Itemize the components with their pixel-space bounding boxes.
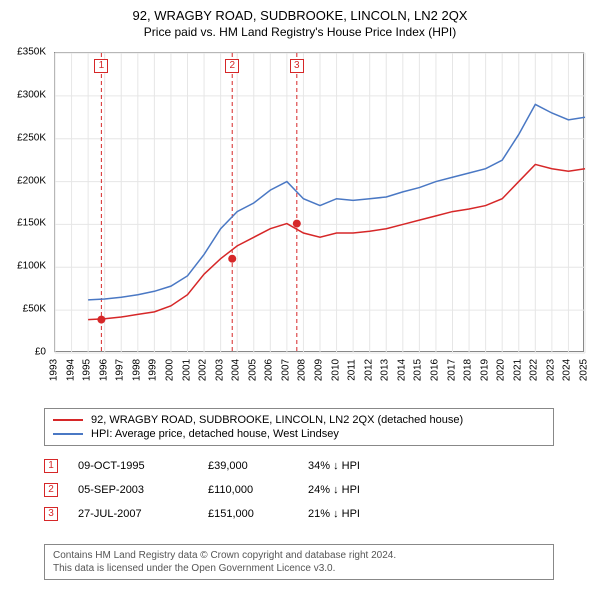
- x-tick-label: 2024: [562, 359, 573, 381]
- y-tick-label: £150K: [17, 218, 46, 229]
- x-tick-label: 2010: [330, 359, 341, 381]
- x-tick-label: 2008: [297, 359, 308, 381]
- x-tick-label: 2005: [247, 359, 258, 381]
- event-marker: 2: [44, 483, 58, 497]
- y-tick-label: £350K: [17, 47, 46, 58]
- chart-subtitle: Price paid vs. HM Land Registry's House …: [0, 25, 600, 39]
- x-tick-label: 2016: [429, 359, 440, 381]
- chart-area: £0£50K£100K£150K£200K£250K£300K£350K 123…: [8, 52, 592, 376]
- x-tick-label: 2011: [347, 359, 358, 381]
- y-tick-label: £50K: [23, 304, 46, 315]
- x-tick-label: 2012: [363, 359, 374, 381]
- x-tick-label: 1998: [131, 359, 142, 381]
- x-tick-label: 2002: [198, 359, 209, 381]
- event-row: 3 27-JUL-2007 £151,000 21% ↓ HPI: [44, 502, 554, 526]
- x-tick-label: 2017: [446, 359, 457, 381]
- legend-item: 92, WRAGBY ROAD, SUDBROOKE, LINCOLN, LN2…: [53, 413, 545, 427]
- plot-area: 1 2 3: [54, 52, 584, 352]
- footer-line-2: This data is licensed under the Open Gov…: [53, 562, 545, 575]
- event-date: 09-OCT-1995: [78, 460, 188, 472]
- legend-item: HPI: Average price, detached house, West…: [53, 427, 545, 441]
- event-marker: 3: [44, 507, 58, 521]
- chart-title-block: 92, WRAGBY ROAD, SUDBROOKE, LINCOLN, LN2…: [0, 0, 600, 43]
- x-tick-label: 1996: [98, 359, 109, 381]
- events-table: 1 09-OCT-1995 £39,000 34% ↓ HPI 2 05-SEP-2003…: [44, 454, 554, 526]
- x-tick-label: 2021: [512, 359, 523, 381]
- y-tick-label: £0: [35, 347, 46, 358]
- x-axis: 1993199419951996199719981999200020012002…: [54, 356, 584, 376]
- x-tick-label: 2006: [264, 359, 275, 381]
- event-row: 2 05-SEP-2003 £110,000 24% ↓ HPI: [44, 478, 554, 502]
- legend-swatch: [53, 419, 83, 421]
- y-tick-label: £100K: [17, 261, 46, 272]
- x-tick-label: 2018: [463, 359, 474, 381]
- x-tick-label: 2025: [579, 359, 590, 381]
- y-tick-label: £250K: [17, 132, 46, 143]
- event-marker-box: 3: [290, 59, 304, 73]
- event-marker-box: 1: [94, 59, 108, 73]
- x-tick-label: 1997: [115, 359, 126, 381]
- x-tick-label: 2000: [164, 359, 175, 381]
- sale-point-marker: [293, 220, 301, 228]
- event-price: £151,000: [208, 508, 288, 520]
- event-delta: 24% ↓ HPI: [308, 484, 408, 496]
- legend-label: HPI: Average price, detached house, West…: [91, 428, 339, 440]
- x-tick-label: 2007: [280, 359, 291, 381]
- x-tick-label: 1993: [49, 359, 60, 381]
- x-tick-label: 2020: [496, 359, 507, 381]
- event-price: £110,000: [208, 484, 288, 496]
- event-date: 27-JUL-2007: [78, 508, 188, 520]
- y-axis: £0£50K£100K£150K£200K£250K£300K£350K: [8, 52, 50, 352]
- x-tick-label: 2003: [214, 359, 225, 381]
- legend: 92, WRAGBY ROAD, SUDBROOKE, LINCOLN, LN2…: [44, 408, 554, 446]
- chart-title: 92, WRAGBY ROAD, SUDBROOKE, LINCOLN, LN2…: [0, 8, 600, 23]
- x-tick-label: 1999: [148, 359, 159, 381]
- y-tick-label: £300K: [17, 89, 46, 100]
- x-tick-label: 1994: [65, 359, 76, 381]
- chart-svg: [55, 53, 583, 351]
- event-marker-box: 2: [225, 59, 239, 73]
- event-delta: 34% ↓ HPI: [308, 460, 408, 472]
- event-delta: 21% ↓ HPI: [308, 508, 408, 520]
- x-tick-label: 2001: [181, 359, 192, 381]
- x-tick-label: 2022: [529, 359, 540, 381]
- x-tick-label: 2015: [413, 359, 424, 381]
- event-price: £39,000: [208, 460, 288, 472]
- attribution-footer: Contains HM Land Registry data © Crown c…: [44, 544, 554, 580]
- sale-point-marker: [97, 316, 105, 324]
- event-row: 1 09-OCT-1995 £39,000 34% ↓ HPI: [44, 454, 554, 478]
- sale-point-marker: [228, 255, 236, 263]
- legend-swatch: [53, 433, 83, 435]
- x-tick-label: 2004: [231, 359, 242, 381]
- footer-line-1: Contains HM Land Registry data © Crown c…: [53, 549, 545, 562]
- y-tick-label: £200K: [17, 175, 46, 186]
- x-tick-label: 2013: [380, 359, 391, 381]
- legend-label: 92, WRAGBY ROAD, SUDBROOKE, LINCOLN, LN2…: [91, 414, 463, 426]
- x-tick-label: 2014: [396, 359, 407, 381]
- x-tick-label: 2023: [545, 359, 556, 381]
- event-date: 05-SEP-2003: [78, 484, 188, 496]
- x-tick-label: 2019: [479, 359, 490, 381]
- event-marker: 1: [44, 459, 58, 473]
- x-tick-label: 2009: [314, 359, 325, 381]
- x-tick-label: 1995: [82, 359, 93, 381]
